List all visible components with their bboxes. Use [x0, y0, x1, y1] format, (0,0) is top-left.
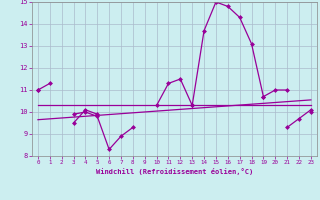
- X-axis label: Windchill (Refroidissement éolien,°C): Windchill (Refroidissement éolien,°C): [96, 168, 253, 175]
